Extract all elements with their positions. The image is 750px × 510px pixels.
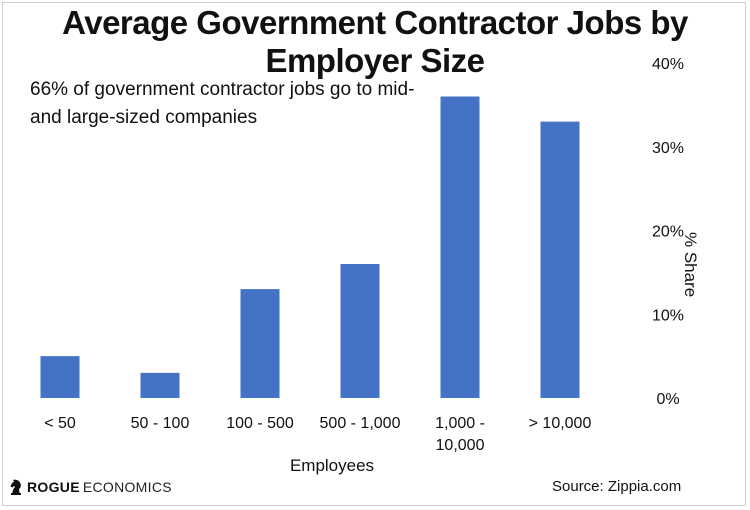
x-tick-label-5: > 10,000	[529, 415, 592, 432]
bar-3	[340, 264, 380, 398]
chart-title: Average Government Contractor Jobs by Em…	[62, 4, 688, 79]
x-tick-label-0: < 50	[44, 415, 76, 432]
y-tick-label-2: 20%	[652, 224, 684, 241]
x-tick-label-4-line-0: 1,000 -	[435, 415, 485, 432]
knight-icon	[10, 479, 21, 495]
x-tick-label-4-line-1: 10,000	[436, 437, 485, 454]
brand-name-rest: ECONOMICS	[82, 479, 172, 495]
x-axis-label: Employees	[289, 456, 375, 475]
bar-5	[540, 121, 580, 398]
x-tick-label-1: 50 - 100	[131, 415, 190, 432]
y-tick-label-3: 30%	[652, 140, 684, 157]
annotation-line-2: and large-sized companies	[30, 107, 258, 128]
bar-4	[440, 96, 480, 398]
brand-name-bold: ROGUE	[27, 479, 80, 495]
y-tick-label-0: 0%	[656, 391, 679, 408]
source-note: Source: Zippia.com	[552, 478, 682, 495]
y-axis-label: % Share	[681, 232, 700, 298]
brand-logo: ROGUE ECONOMICS	[8, 478, 172, 496]
x-tick-label-2: 100 - 500	[226, 415, 294, 432]
bar-2	[240, 289, 280, 398]
y-tick-label-1: 10%	[652, 307, 684, 324]
bar-0	[40, 356, 80, 398]
bar-1	[140, 372, 180, 398]
annotation-line-1: 66% of government contractor jobs go to …	[30, 79, 415, 100]
y-tick-label-4: 40%	[652, 56, 684, 73]
x-tick-label-3: 500 - 1,000	[320, 415, 401, 432]
chart-annotation: 66% of government contractor jobs go to …	[30, 76, 460, 132]
